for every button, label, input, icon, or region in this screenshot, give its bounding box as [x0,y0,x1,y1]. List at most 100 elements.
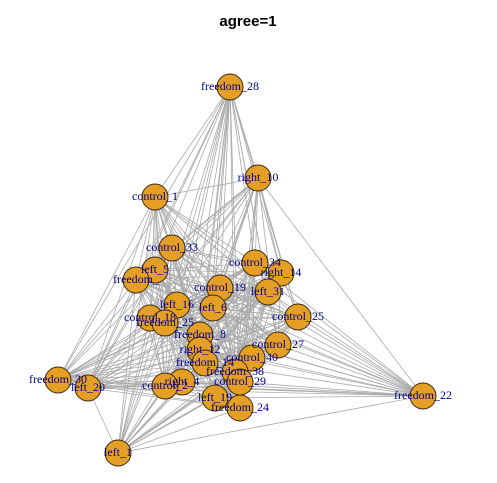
edge [57,86,231,381]
edge [117,317,151,454]
edge [154,269,424,397]
edge [171,247,299,318]
edge [154,262,256,271]
node [264,331,292,359]
edge [154,196,424,397]
node [226,394,254,422]
node-label: control_2 [142,378,188,392]
edge [229,86,256,264]
node [74,374,102,402]
node-label: freedom_14 [176,355,234,369]
edge [57,196,156,381]
node-label: freedom_8 [174,327,226,341]
title: agree=1 [219,13,276,30]
node-label: control_19 [194,280,246,294]
node-label: left_19 [198,390,232,404]
edge [117,196,156,454]
edge [87,86,231,389]
node [254,278,282,306]
edge [176,304,279,346]
edge [257,177,424,397]
node-label: left_5 [141,262,169,276]
nodes: freedom_28 right_10 control_1 control_33con… [29,73,452,467]
node [104,439,132,467]
edge [117,279,137,454]
node-label: left_6 [199,300,227,314]
node-label: right_14 [261,265,302,279]
edge [212,307,424,397]
node-label: right_4 [165,374,200,388]
node-label: control_1 [132,189,178,203]
node-label: left_31 [251,284,285,298]
node-label: right_10 [238,170,279,184]
edge [154,196,253,359]
edge [199,349,424,397]
node-label: left_16 [160,297,194,311]
edge [135,279,253,359]
edge [214,262,256,399]
node [158,234,186,262]
edge [57,349,201,381]
edge [171,247,256,264]
edge [212,307,299,318]
edge [181,381,424,397]
node [216,73,244,101]
node [409,382,437,410]
node-label: control_33 [146,240,198,254]
edge [164,316,299,324]
node-label: control_29 [214,374,266,388]
edge [154,196,279,346]
edge [57,334,201,381]
edge [251,357,424,397]
node-label: freedom_30 [29,372,87,386]
edge [117,322,166,454]
node [284,303,312,331]
edge [135,196,156,281]
edge [87,196,156,389]
edge [214,395,424,399]
node [151,372,179,400]
node [191,349,219,377]
node [267,259,295,287]
node [151,309,179,337]
edge [154,196,256,264]
node [201,384,229,412]
node [244,164,272,192]
edge [257,177,282,274]
node-label: control_25 [272,309,324,323]
edge [257,177,299,318]
edge [57,307,214,381]
node [44,366,72,394]
node-label: right_12 [180,342,221,356]
node [122,266,150,294]
node-label: freedom_24 [211,400,269,414]
edge [176,86,231,306]
node [199,294,227,322]
node-label: left_20 [71,380,105,394]
edge [154,86,231,198]
node-label: control_27 [252,337,304,351]
node-label: freedom_28 [201,79,259,93]
node [241,249,269,277]
node [141,183,169,211]
edge [239,381,424,397]
edge [87,387,424,397]
edge [117,407,241,454]
node-label: freedom_22 [394,388,452,402]
node-label: freedom_25 [136,315,194,329]
node-label: control_34 [229,255,281,269]
edge [154,196,241,383]
edge [154,177,259,198]
edge [57,279,137,381]
node-label: freedom_ [113,272,160,286]
edge [87,307,214,389]
edge [277,344,424,397]
edge [87,317,151,389]
node-label: freedom_38 [206,364,264,378]
edge [117,395,424,454]
edge [154,196,221,289]
node-label: control_18 [124,310,176,324]
node-label: left_1 [104,445,132,459]
edge [57,322,166,381]
